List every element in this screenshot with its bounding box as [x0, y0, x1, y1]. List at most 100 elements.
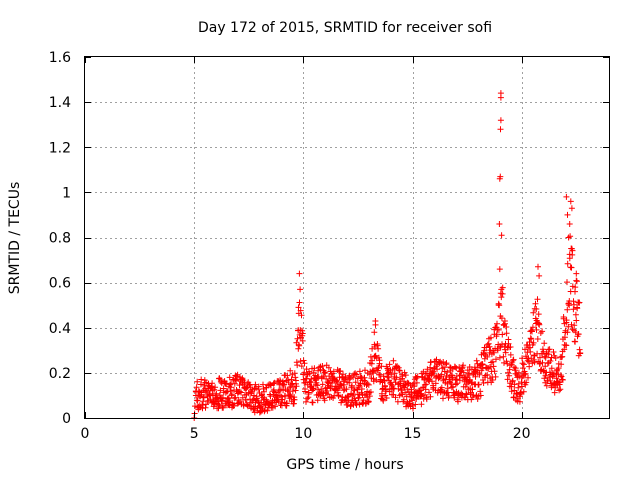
data-point: [502, 349, 509, 356]
data-point: [460, 369, 467, 376]
data-point: [347, 402, 354, 409]
data-point: [307, 378, 314, 385]
data-point: [457, 368, 464, 375]
y-tick-label: 0.6: [49, 276, 71, 292]
data-point: [496, 302, 503, 309]
data-point: [455, 398, 461, 405]
data-point: [402, 372, 409, 379]
data-point: [295, 304, 302, 311]
data-point: [409, 397, 416, 404]
data-point: [553, 375, 560, 382]
data-point: [358, 386, 365, 392]
data-points: [191, 90, 584, 421]
data-point: [340, 387, 347, 394]
data-point: [444, 369, 451, 376]
data-point: [422, 386, 429, 393]
data-point: [548, 365, 555, 372]
data-point: [323, 375, 330, 382]
data-point: [296, 342, 303, 349]
data-point: [392, 394, 399, 401]
data-point: [388, 371, 395, 378]
data-point: [498, 294, 505, 301]
data-point: [375, 364, 382, 371]
data-point: [232, 394, 239, 401]
data-point: [267, 393, 274, 400]
data-point: [193, 384, 200, 391]
grid: [85, 57, 609, 418]
data-point: [215, 401, 222, 408]
data-point: [352, 370, 359, 377]
data-point: [216, 392, 223, 399]
data-point: [344, 401, 351, 408]
data-point: [311, 365, 318, 372]
data-point: [255, 386, 262, 393]
data-point: [573, 277, 580, 284]
data-point: [451, 391, 458, 398]
data-point: [565, 300, 572, 307]
x-tick-label: 5: [190, 426, 199, 442]
y-tick-label: 1.2: [49, 140, 71, 156]
data-point: [498, 232, 505, 239]
data-point: [306, 370, 313, 377]
data-point: [532, 300, 539, 307]
data-point: [528, 336, 535, 342]
data-point: [542, 363, 549, 370]
data-point: [493, 331, 500, 338]
y-tick-label: 0: [62, 411, 71, 427]
data-point: [469, 386, 476, 393]
data-point: [305, 389, 312, 396]
data-point: [194, 378, 201, 385]
data-point: [499, 331, 506, 338]
data-point: [412, 401, 419, 408]
data-point: [568, 264, 575, 271]
data-point: [564, 211, 571, 218]
data-point: [484, 353, 491, 360]
data-point: [421, 381, 428, 388]
x-tick-label: 20: [513, 426, 531, 442]
data-point: [300, 357, 307, 364]
data-point: [506, 372, 513, 379]
data-point: [207, 391, 213, 398]
data-point: [335, 393, 342, 399]
data-point: [401, 378, 407, 385]
data-point: [495, 326, 502, 333]
data-point: [448, 384, 455, 391]
data-point: [220, 404, 227, 411]
data-point: [278, 393, 285, 400]
data-point: [267, 381, 274, 388]
data-point: [564, 279, 570, 286]
data-point: [290, 400, 297, 407]
data-point: [564, 329, 571, 336]
data-point: [310, 385, 317, 392]
data-point: [314, 397, 321, 404]
data-point: [220, 394, 226, 401]
data-point: [473, 357, 480, 364]
data-point: [494, 320, 500, 327]
data-point: [535, 263, 541, 270]
data-point: [355, 394, 362, 401]
data-point: [296, 270, 303, 277]
x-tick-label: 10: [294, 426, 312, 442]
data-point: [571, 322, 578, 329]
data-point: [231, 395, 238, 402]
data-point: [557, 386, 564, 393]
data-point: [423, 381, 430, 388]
data-point: [572, 284, 579, 291]
data-point: [550, 349, 557, 355]
data-point: [261, 388, 267, 395]
x-axis-title: GPS time / hours: [286, 457, 403, 473]
data-point: [472, 373, 479, 380]
data-point: [573, 270, 580, 277]
data-point: [371, 329, 378, 336]
data-point: [219, 397, 226, 404]
data-point: [522, 370, 529, 377]
data-point: [299, 330, 306, 337]
data-point: [572, 311, 579, 318]
data-point: [294, 335, 301, 342]
data-point: [289, 388, 296, 395]
data-point: [438, 371, 445, 378]
data-point: [322, 370, 329, 376]
data-point: [535, 311, 542, 318]
data-point: [350, 374, 357, 381]
data-point: [426, 389, 432, 396]
